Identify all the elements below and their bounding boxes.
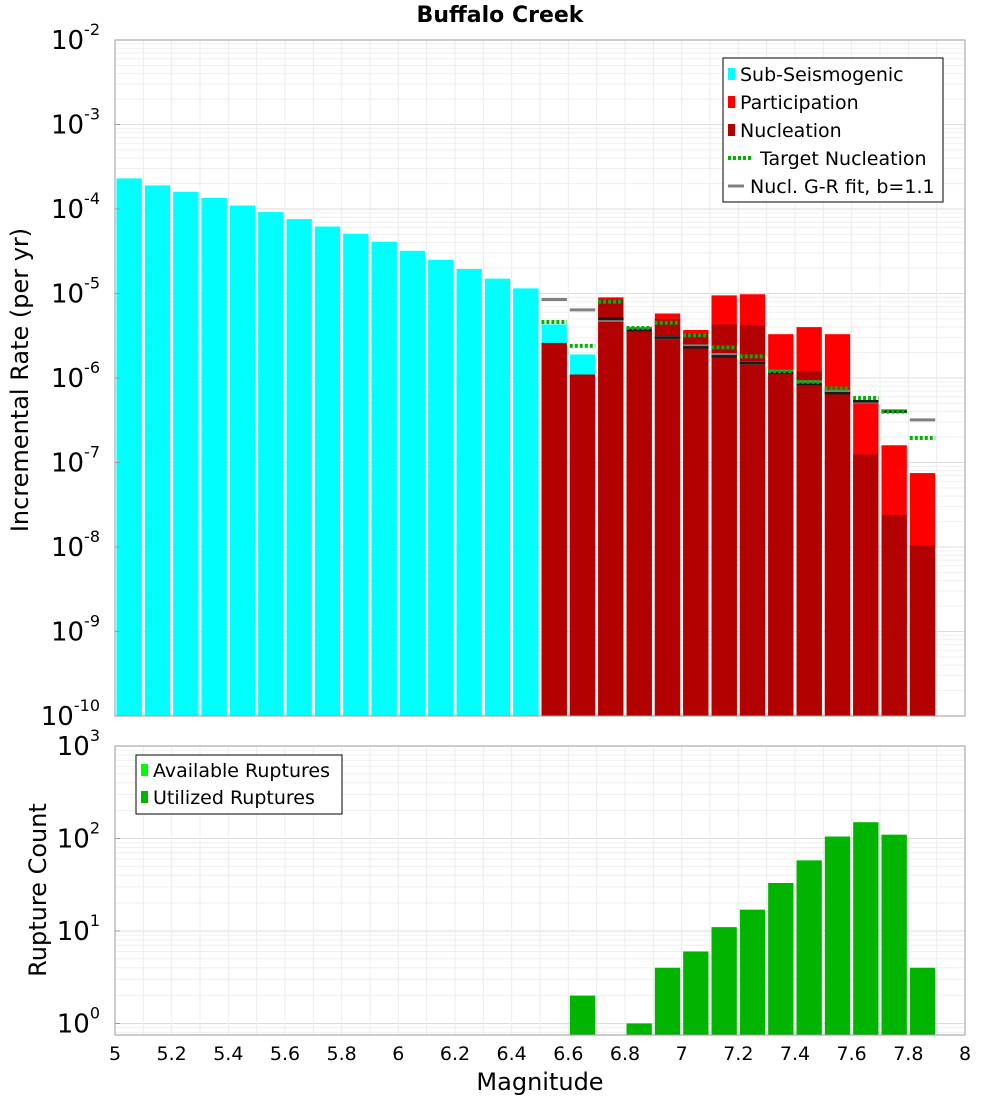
nucleation-bar [853, 454, 879, 716]
x-tick-label: 7.4 [780, 1043, 810, 1065]
utilized-ruptures-bar [654, 967, 681, 1035]
bottom-legend-swatch [141, 791, 148, 803]
nucleation-bar [654, 318, 681, 716]
top-y-tick-label: 10-5 [51, 274, 100, 310]
bottom-y-ticks: 100 101 102 103 [57, 726, 120, 1039]
top-legend-label: Participation [740, 92, 859, 114]
x-tick-label: 5.4 [213, 1043, 243, 1065]
utilized-ruptures-bar [711, 927, 737, 1035]
nucleation-bar [739, 325, 766, 716]
nucleation-bar [626, 328, 652, 716]
utilized-ruptures-bar [796, 860, 822, 1035]
nucleation-bar [881, 514, 907, 716]
x-tick-label: 5.6 [270, 1043, 300, 1065]
bottom-legend-label: Utilized Ruptures [153, 787, 315, 809]
sub-seismogenic-bar [173, 191, 199, 717]
top-y-tick-label: 10-8 [51, 527, 100, 563]
utilized-ruptures-bar [626, 1023, 652, 1035]
x-tick-label: 5 [109, 1043, 121, 1065]
nucleation-bar [909, 545, 936, 716]
nucleation-bar [796, 371, 822, 716]
sub-seismogenic-bar [371, 241, 397, 716]
top-legend-label: Nucleation [740, 120, 842, 142]
utilized-ruptures-bar [768, 883, 794, 1035]
top-legend-box [722, 57, 944, 203]
x-tick-label: 6.6 [553, 1043, 583, 1065]
sub-seismogenic-bar [229, 205, 256, 716]
top-legend-label: Nucl. G-R fit, b=1.1 [750, 176, 935, 198]
sub-seismogenic-bar [484, 278, 511, 716]
utilized-ruptures-bar [853, 822, 879, 1035]
sub-seismogenic-bar [343, 233, 369, 716]
utilized-ruptures-bar [824, 836, 851, 1035]
bottom-y-tick-label: 100 [57, 1003, 100, 1039]
top-y-tick-label: 10-4 [51, 189, 100, 225]
bottom-legend-label: Available Ruptures [153, 760, 330, 782]
x-tick-label: 7.2 [723, 1043, 753, 1065]
bottom-y-tick-label: 102 [57, 818, 100, 854]
top-legend-label: Target Nucleation [759, 148, 927, 170]
nucleation-bar [711, 324, 737, 716]
nucleation-bar [683, 333, 709, 716]
top-y-tick-label: 10-9 [51, 612, 100, 648]
x-tick-label: 7.8 [893, 1043, 923, 1065]
sub-seismogenic-bar [286, 219, 312, 716]
nucleation-bar [569, 374, 596, 716]
x-tick-label: 7.6 [837, 1043, 867, 1065]
sub-seismogenic-bar [428, 259, 454, 716]
nucleation-bar [541, 342, 567, 716]
x-tick-label: 6.8 [610, 1043, 640, 1065]
top-y-ticks: 10-10 10-9 10-8 10-7 10-6 10-5 10-4 10-3 10-2 [41, 20, 120, 732]
bottom-y-tick-label: 101 [57, 911, 100, 947]
x-ticks: 5 5.2 5.4 5.6 5.8 6 6.2 6.4 6.6 6.8 7 7.2 7.4 7.6 7.8 8 [109, 1043, 971, 1065]
top-line-markers [541, 297, 936, 440]
utilized-ruptures-bar [683, 951, 709, 1035]
x-tick-label: 5.2 [157, 1043, 187, 1065]
x-tick-label: 6.2 [440, 1043, 470, 1065]
top-y-tick-label: 10-3 [51, 105, 100, 141]
top-legend-swatch [728, 124, 735, 136]
x-tick-label: 8 [959, 1043, 971, 1065]
top-bars [116, 178, 936, 717]
sub-seismogenic-bar [116, 178, 142, 717]
bottom-legend-swatch [141, 764, 148, 776]
top-y-tick-label: 10-6 [51, 358, 100, 394]
bottom-legend: Available Ruptures Utilized Ruptures [135, 754, 343, 815]
sub-seismogenic-bar [144, 185, 171, 717]
top-legend: Sub-Seismogenic Participation Nucleation Ta… [722, 57, 944, 203]
sub-seismogenic-bar [456, 268, 482, 716]
top-y-tick-label: 10-7 [51, 443, 100, 479]
bottom-y-tick-label: 103 [57, 726, 100, 762]
top-y-tick-label: 10-2 [51, 20, 100, 56]
bottom-y-axis-label: Rupture Count [24, 803, 52, 977]
chart-title: Buffalo Creek [417, 3, 585, 28]
sub-seismogenic-bar [258, 212, 284, 716]
sub-seismogenic-bar [513, 288, 539, 716]
utilized-ruptures-bar [881, 834, 907, 1035]
top-legend-label: Sub-Seismogenic [740, 64, 904, 86]
x-axis-label: Magnitude [476, 1068, 603, 1096]
sub-seismogenic-bar [201, 197, 227, 716]
top-y-tick-label: 10-10 [41, 696, 100, 732]
nucleation-bar [824, 388, 851, 716]
utilized-ruptures-bar [739, 909, 766, 1035]
x-tick-label: 7 [676, 1043, 688, 1065]
sub-seismogenic-bar [314, 226, 341, 716]
bottom-bars [569, 822, 936, 1035]
top-legend-swatch [728, 96, 735, 108]
top-y-axis-label: Incremental Rate (per yr) [6, 228, 34, 532]
x-tick-label: 6.4 [497, 1043, 527, 1065]
x-tick-label: 5.8 [327, 1043, 357, 1065]
top-legend-swatch [728, 68, 735, 80]
sub-seismogenic-bar [399, 250, 426, 716]
x-tick-label: 6 [392, 1043, 404, 1065]
bottom-plot-frame [114, 745, 966, 1036]
nucleation-bar [598, 299, 624, 716]
utilized-ruptures-bar [569, 995, 596, 1035]
bottom-legend-box [135, 754, 343, 815]
nucleation-bar [768, 369, 794, 716]
utilized-ruptures-bar [909, 967, 936, 1035]
